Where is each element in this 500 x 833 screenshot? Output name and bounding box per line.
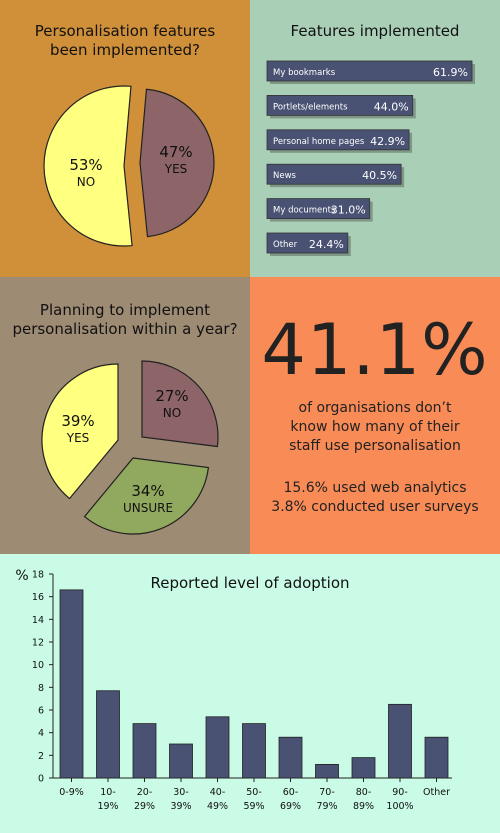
hbar-value-label: 61.9%	[433, 66, 468, 79]
hbar-value-label: 40.5%	[362, 169, 397, 182]
pie1-slice-no	[43, 85, 133, 247]
hbar-category-label: My documents	[273, 206, 336, 216]
vbar-y-axis-label: %	[15, 568, 28, 584]
stat-text-line2: know how many of their	[290, 419, 460, 435]
vbar-y-tick-label: 12	[32, 638, 44, 649]
vbar-bar-5	[205, 716, 230, 779]
pie1-yes-value: 47%	[159, 143, 192, 161]
vbar-bar-6	[242, 723, 266, 779]
vbar-x-tick-label: 0-9%	[59, 787, 84, 798]
vbar-x-tick-label: 90-	[392, 787, 408, 798]
panel-features-implemented-pie: Personalisation features been implemente…	[0, 0, 250, 277]
vbar-x-tick-label: 29%	[134, 801, 155, 812]
pie2-slice-no	[141, 360, 219, 448]
vbar-x-tick-label: 100%	[386, 801, 413, 812]
hbar-category-label: Portlets/elements	[273, 102, 348, 112]
vbar-y-tick-label: 2	[38, 751, 44, 762]
pie2-yes-label: YES	[66, 431, 90, 445]
vbar-x-tick-label: 20-	[137, 787, 153, 798]
panel-planning-pie: Planning to implement personalisation wi…	[0, 277, 250, 554]
vbar-y-tick-label: 4	[38, 728, 44, 739]
panel-adoption-chart: Reported level of adoption% 0 2 4 6 8 10 12 14 16…	[0, 554, 500, 833]
vbar-title: Reported level of adoption	[150, 574, 349, 592]
vbar-bar-8	[315, 763, 339, 779]
pie2-title-line1: Planning to implement	[39, 301, 211, 319]
vbar-x-tick-label: 30-	[173, 787, 189, 798]
vbar-y-tick-label: 18	[32, 570, 44, 581]
vbar-bar-9	[351, 757, 376, 779]
vbar-x-tick-label: Other	[423, 787, 450, 798]
hbar-bar-5	[266, 198, 371, 220]
pie2-chart: 27%NO 34%UNSURE 39%YES	[41, 360, 219, 535]
vbar-y-tick-label: 16	[32, 592, 44, 603]
pie1-chart: 47%YES 53%NO	[43, 85, 215, 247]
vbar-x-tick-label: 39%	[170, 801, 191, 812]
user-surveys-stat: 3.8% conducted user surveys	[271, 499, 479, 515]
vbar-y-tick-label: 6	[38, 706, 44, 717]
pie1-no-value: 53%	[69, 156, 102, 174]
hbar-title: Features implemented	[290, 22, 460, 40]
panel-features-bars: Features implemented My bookmarks 61.9% Po…	[250, 0, 500, 277]
vbar-x-tick-label: 70-	[319, 787, 335, 798]
pie1-no-label: NO	[77, 175, 95, 189]
vbar-bar-1	[59, 589, 84, 779]
hbar-category-label: Personal home pages	[273, 137, 365, 147]
vbar-y-tick-label: 0	[38, 774, 44, 785]
vbar-y-tick-label: 10	[32, 660, 44, 671]
vbar-bar-4	[169, 743, 193, 779]
hbar-category-label: Other	[273, 240, 298, 250]
vbar-x-tick-label: 50-	[246, 787, 262, 798]
pie2-unsure-label: UNSURE	[123, 501, 173, 515]
hbar-value-label: 42.9%	[370, 135, 405, 148]
hbar-value-label: 44.0%	[374, 100, 409, 113]
hbar-value-label: 31.0%	[331, 204, 366, 217]
hbar-bar-4	[266, 163, 402, 185]
pie1-slice-yes	[139, 88, 215, 238]
vbar-x-tick-label: 69%	[280, 801, 301, 812]
vbar-x-tick-label: 80-	[356, 787, 372, 798]
vbar-x-tick-label: 49%	[207, 801, 228, 812]
hbar-chart: My bookmarks 61.9% Portlets/elements 44.0% P…	[266, 60, 475, 256]
vbar-x-tick-label: 19%	[97, 801, 118, 812]
hbar-value-label: 24.4%	[309, 238, 344, 251]
hbar-bar-1	[266, 60, 473, 82]
stat-text-line3: staff use personalisation	[289, 438, 461, 454]
pie2-slice-unsure	[83, 457, 210, 535]
vbar-x-tick-label: 10-	[100, 787, 116, 798]
vbar-bar-3	[132, 723, 157, 779]
panel-statistics: 41.1% of organisations don’t know how ma…	[250, 277, 500, 554]
web-analytics-stat: 15.6% used web analytics	[283, 480, 467, 496]
vbar-bar-2	[96, 690, 120, 779]
vbar-x-tick-label: 59%	[243, 801, 264, 812]
vbar-y-tick-label: 8	[38, 683, 44, 694]
vbar-y-tick-label: 14	[32, 615, 44, 626]
pie2-yes-value: 39%	[61, 412, 94, 430]
pie1-yes-label: YES	[164, 162, 188, 176]
hbar-bar-2	[266, 95, 414, 116]
vbar-x-tick-label: 89%	[353, 801, 374, 812]
vbar-x-tick-label: 79%	[316, 801, 337, 812]
pie2-unsure-value: 34%	[131, 482, 164, 500]
adoption-bar-chart: Reported level of adoption% 0 2 4 6 8 10 12 14 16…	[15, 568, 452, 812]
pie2-no-label: NO	[163, 406, 181, 420]
stat-text-line1: of organisations don’t	[298, 400, 452, 416]
vbar-bar-11	[424, 736, 449, 779]
vbar-bar-10	[388, 703, 412, 779]
vbar-x-tick-label: 40-	[210, 787, 226, 798]
pie2-slice-yes	[41, 363, 119, 500]
pie1-title-line2: been implemented?	[50, 41, 200, 59]
hbar-category-label: My bookmarks	[273, 68, 336, 78]
pie2-no-value: 27%	[155, 387, 188, 405]
big-statistic: 41.1%	[261, 309, 489, 391]
hbar-bar-6	[266, 232, 349, 254]
hbar-category-label: News	[273, 171, 297, 181]
hbar-bar-3	[266, 129, 410, 151]
vbar-x-tick-label: 60-	[283, 787, 299, 798]
vbar-bar-7	[278, 736, 303, 779]
pie1-title-line1: Personalisation features	[34, 22, 216, 40]
pie2-title-line2: personalisation within a year?	[12, 320, 238, 338]
